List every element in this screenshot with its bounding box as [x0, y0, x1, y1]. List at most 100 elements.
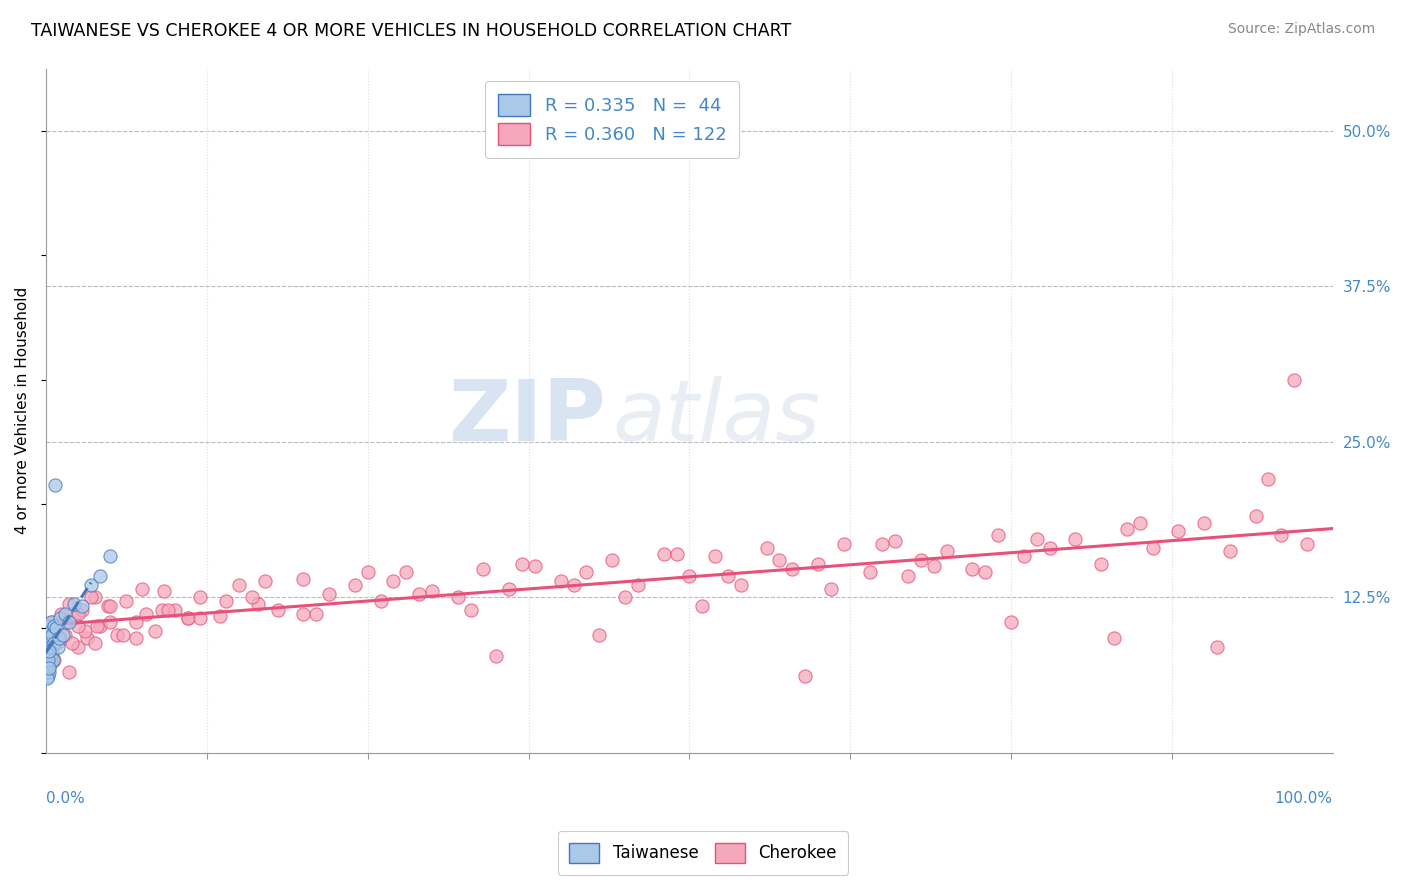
Y-axis label: 4 or more Vehicles in Household: 4 or more Vehicles in Household [15, 287, 30, 534]
Point [665, 547, 688, 561]
Point [38, 652, 60, 666]
Point [37, 661, 59, 675]
Point [485, 648, 508, 663]
Point [70, 599, 93, 613]
Point [37, 635, 59, 649]
Point [228, 578, 250, 592]
Point [89, 569, 111, 583]
Point [44, 478, 66, 492]
Point [1244, 509, 1267, 524]
Point [1012, 549, 1035, 564]
Point [67, 619, 90, 633]
Point [125, 632, 148, 646]
Point [962, 562, 984, 576]
Point [768, 553, 790, 567]
Point [37, 619, 59, 633]
Point [53, 607, 76, 621]
Point [447, 591, 470, 605]
Point [48, 632, 70, 646]
Point [1167, 524, 1189, 539]
Point [37, 652, 59, 666]
Point [1064, 532, 1087, 546]
Text: 100.0%: 100.0% [1275, 790, 1333, 805]
Point [240, 591, 263, 605]
Point [600, 553, 623, 567]
Point [253, 574, 276, 589]
Point [73, 624, 96, 638]
Point [38, 648, 60, 663]
Point [80, 578, 103, 592]
Point [63, 611, 86, 625]
Point [1129, 516, 1152, 530]
Point [80, 591, 103, 605]
Point [131, 582, 153, 596]
Point [70, 603, 93, 617]
Point [1257, 472, 1279, 486]
Point [730, 578, 752, 592]
Point [45, 636, 67, 650]
Point [318, 586, 340, 600]
Point [897, 569, 920, 583]
Point [190, 611, 212, 625]
Point [176, 611, 198, 625]
Point [1102, 632, 1125, 646]
Point [105, 628, 128, 642]
Point [614, 591, 637, 605]
Point [1090, 557, 1112, 571]
Point [98, 549, 121, 564]
Point [215, 594, 238, 608]
Point [39, 640, 62, 654]
Point [135, 607, 157, 621]
Point [292, 607, 315, 621]
Point [63, 597, 86, 611]
Point [382, 574, 405, 589]
Point [58, 615, 80, 630]
Point [717, 569, 740, 583]
Point [266, 603, 288, 617]
Point [550, 574, 572, 589]
Point [67, 607, 90, 621]
Point [884, 534, 907, 549]
Point [83, 636, 105, 650]
Point [52, 628, 75, 642]
Point [67, 640, 90, 654]
Text: TAIWANESE VS CHEROKEE 4 OR MORE VEHICLES IN HOUSEHOLD CORRELATION CHART: TAIWANESE VS CHEROKEE 4 OR MORE VEHICLES… [31, 22, 792, 40]
Point [910, 553, 932, 567]
Point [794, 669, 817, 683]
Point [1039, 541, 1062, 555]
Legend: R = 0.335   N =  44, R = 0.360   N = 122: R = 0.335 N = 44, R = 0.360 N = 122 [485, 81, 740, 158]
Point [832, 537, 855, 551]
Point [58, 597, 80, 611]
Point [112, 628, 135, 642]
Point [83, 591, 105, 605]
Point [49, 611, 72, 625]
Point [1282, 373, 1305, 387]
Point [292, 572, 315, 586]
Point [42, 619, 65, 633]
Point [820, 582, 842, 596]
Point [498, 582, 520, 596]
Point [176, 611, 198, 625]
Point [38, 661, 60, 675]
Point [157, 603, 180, 617]
Point [97, 599, 120, 613]
Point [858, 566, 880, 580]
Text: Source: ZipAtlas.com: Source: ZipAtlas.com [1227, 22, 1375, 37]
Point [98, 615, 121, 630]
Text: 0.0%: 0.0% [46, 790, 84, 805]
Point [343, 578, 366, 592]
Point [37, 657, 59, 671]
Point [247, 597, 270, 611]
Point [38, 644, 60, 658]
Point [37, 624, 59, 638]
Point [37, 644, 59, 658]
Point [690, 599, 713, 613]
Point [53, 628, 76, 642]
Point [38, 632, 60, 646]
Point [1219, 544, 1241, 558]
Point [114, 594, 136, 608]
Point [652, 547, 675, 561]
Point [153, 584, 176, 599]
Point [935, 544, 957, 558]
Point [562, 578, 585, 592]
